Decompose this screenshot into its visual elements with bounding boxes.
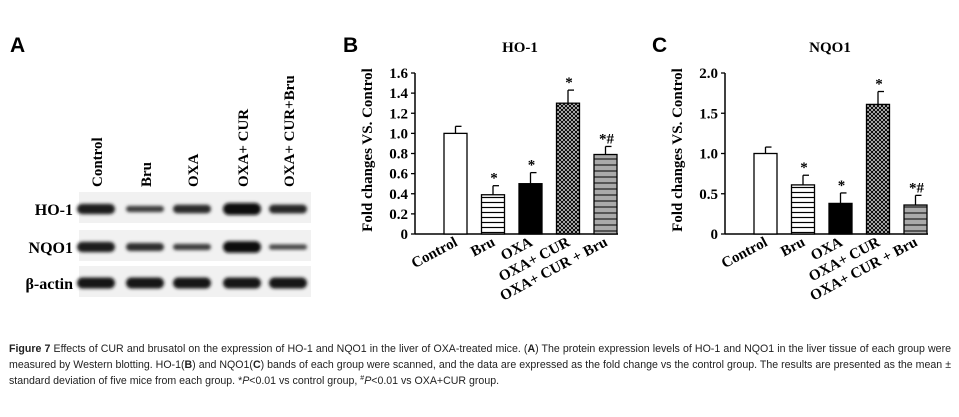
caption-text: <0.01 vs control group, <box>249 375 361 387</box>
blot-band <box>126 243 164 251</box>
y-tick-label: 0.4 <box>389 187 408 203</box>
bar-oxa-cur <box>865 103 891 235</box>
blot-band <box>173 204 211 214</box>
significance-marker: *# <box>599 131 615 147</box>
caption-text: <0.01 vs OXA+CUR group. <box>371 375 500 387</box>
blot-row-label: NQO1 <box>29 240 73 257</box>
significance-marker: * <box>528 158 536 174</box>
y-tick-label: 0.5 <box>699 187 718 203</box>
ho1-bar-chart: HO-1 Fold changes VS. Control 0 0.2 0.4 0.6 0.… <box>360 40 618 304</box>
y-tick-label: 0.6 <box>389 167 408 183</box>
chart-title: NQO1 <box>809 40 851 56</box>
panel-c-letter: C <box>652 34 667 57</box>
x-tick-label: Control <box>409 234 460 271</box>
lane-label: OXA <box>186 154 202 188</box>
blot-band <box>223 241 261 253</box>
significance-marker: * <box>838 178 846 194</box>
caption-p-symbol: P <box>242 375 250 387</box>
blot-band <box>77 277 115 289</box>
caption-figure-label: Figure 7 <box>9 343 51 355</box>
blot-band <box>77 241 115 253</box>
blot-band <box>269 277 307 289</box>
y-axis-label: Fold changes VS. Control <box>670 68 686 232</box>
y-tick-label: 1.0 <box>699 147 718 163</box>
bar-oxa <box>828 202 853 235</box>
blot-band <box>223 203 261 215</box>
significance-marker: *# <box>909 180 925 196</box>
y-tick-label: 1.0 <box>389 126 408 142</box>
y-tick-label: 0.8 <box>389 147 408 163</box>
y-tick-label: 0 <box>711 227 719 243</box>
y-tick-label: 1.4 <box>389 86 408 102</box>
bar-bru <box>790 184 816 235</box>
significance-marker: * <box>800 160 808 176</box>
bar-oxa-cur-bru <box>903 204 928 235</box>
nqo1-bar-chart: NQO1 Fold changes VS. Control 0 0.5 1.0 1.5 2.… <box>670 40 928 304</box>
blot-band <box>173 277 211 289</box>
caption-ref-b: B <box>184 359 193 371</box>
y-tick-label: 1.6 <box>389 66 408 82</box>
y-tick-label: 2.0 <box>699 66 718 82</box>
caption-p-symbol: P <box>364 375 372 387</box>
caption-ref-a: A <box>527 343 536 355</box>
bar-oxa <box>518 183 543 235</box>
blot-row-label: β-actin <box>25 276 73 293</box>
blot-band <box>126 277 164 289</box>
lane-label: Bru <box>139 162 155 187</box>
bar-control <box>753 152 778 235</box>
y-tick-label: 0 <box>401 227 409 243</box>
western-blot: Control Bru OXA OXA+ CUR OXA+ CUR+Bru HO-1 NQO… <box>25 75 311 297</box>
figure-caption: Figure 7 Effects of CUR and brusatol on … <box>9 341 951 389</box>
y-axis-label: Fold changes VS. Control <box>360 68 376 232</box>
significance-marker: * <box>565 75 573 91</box>
blot-band <box>173 243 211 251</box>
lane-label: OXA+ CUR+Bru <box>282 75 298 187</box>
significance-marker: * <box>875 77 883 93</box>
bar-control <box>443 132 468 235</box>
bar-oxa-cur-bru <box>593 153 618 235</box>
y-tick-label: 1.5 <box>699 106 718 122</box>
caption-hash-symbol: # <box>360 375 365 382</box>
bar-bru <box>480 194 506 235</box>
caption-text: ) The protein expression levels of HO-1 … <box>9 343 951 371</box>
x-tick-label: Bru <box>778 234 808 260</box>
blot-band <box>223 277 261 289</box>
bar-oxa-cur <box>555 102 581 235</box>
blot-band <box>126 205 164 213</box>
figure-panels: A Control Bru OXA OXA+ CUR OXA+ CUR+Bru HO-1 N… <box>10 34 928 304</box>
lane-label: OXA+ CUR <box>236 109 252 187</box>
y-tick-label: 1.2 <box>389 106 408 122</box>
x-tick-label: Bru <box>468 234 498 260</box>
panel-a-letter: A <box>10 34 25 57</box>
chart-title: HO-1 <box>502 40 538 56</box>
blot-row-label: HO-1 <box>35 202 73 219</box>
blot-band <box>269 204 307 214</box>
significance-marker: * <box>490 171 498 187</box>
panel-b-letter: B <box>343 34 358 57</box>
caption-ref-c: C <box>252 359 261 371</box>
y-tick-label: 0.2 <box>389 207 408 223</box>
caption-text: Effects of CUR and brusatol on the expre… <box>50 343 528 355</box>
blot-band <box>77 203 115 215</box>
lane-label: Control <box>90 137 106 187</box>
caption-text: ) and NQO1( <box>192 359 253 371</box>
caption-text: ) bands of each group were scanned, and … <box>9 359 952 387</box>
blot-band <box>269 244 307 250</box>
x-tick-label: Control <box>719 234 770 271</box>
